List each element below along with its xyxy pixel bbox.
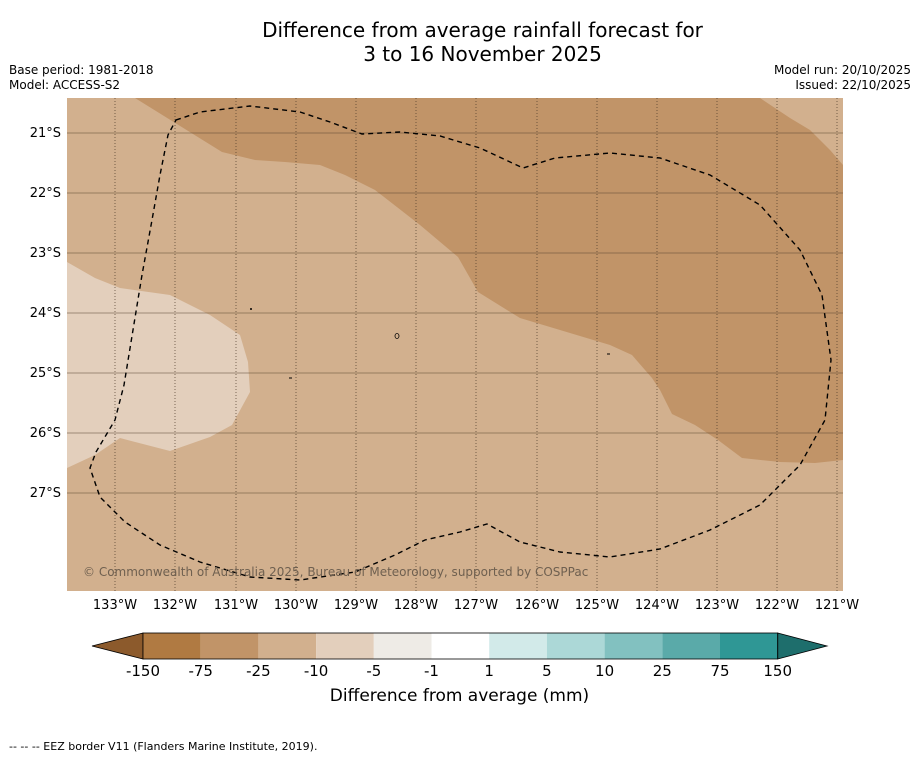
colorbar-tick-label: 150 [763, 662, 793, 680]
title-line-1: Difference from average rainfall forecas… [262, 18, 703, 42]
colorbar-title: Difference from average (mm) [329, 686, 590, 706]
lat-label: 25°S [29, 366, 61, 381]
colorbar-bin [546, 633, 605, 659]
colorbar-bin [489, 633, 547, 659]
model-name: Model: ACCESS-S2 [9, 78, 121, 92]
colorbar-tick-label: -75 [188, 662, 213, 680]
eez-footnote: -- -- -- EEZ border V11 (Flanders Marine… [9, 740, 318, 753]
colorbar-tick-label: 1 [484, 662, 494, 680]
map-area [67, 98, 843, 591]
left-metadata: Base period: 1981-2018 Model: ACCESS-S2 [9, 63, 154, 93]
colorbar-extend-max [777, 632, 829, 660]
lon-label: 130°W [273, 598, 319, 613]
colorbar-tick-label: 75 [710, 662, 730, 680]
colorbar-bin [604, 633, 663, 659]
eez-border [89, 105, 832, 581]
latitude-gridlines [67, 132, 843, 494]
title-line-2: 3 to 16 November 2025 [363, 42, 602, 66]
lat-label: 26°S [29, 426, 61, 441]
lat-label: 21°S [29, 126, 61, 141]
colorbar-bin [200, 633, 259, 659]
lat-label: 27°S [29, 486, 61, 501]
lon-label: 124°W [634, 598, 680, 613]
colorbar-tick-label: 5 [542, 662, 552, 680]
colorbar-bin [373, 633, 432, 659]
lon-label: 121°W [814, 598, 860, 613]
lon-label: 125°W [574, 598, 620, 613]
lon-label: 132°W [152, 598, 198, 613]
region-top-right-light [760, 98, 843, 165]
lon-label: 131°W [213, 598, 259, 613]
lat-label: 23°S [29, 246, 61, 261]
copyright-notice: © Commonwealth of Australia 2025, Bureau… [83, 565, 589, 579]
colorbar-bin [258, 633, 317, 659]
colorbar-tick-label: -10 [303, 662, 329, 680]
lon-label: 133°W [92, 598, 138, 613]
lon-label: 126°W [514, 598, 560, 613]
colorbar-tick-label: -25 [246, 662, 271, 680]
region-minus-5-to-10 [67, 262, 250, 468]
colorbar-bin [662, 633, 720, 659]
model-run: Model run: 20/10/2025 [773, 63, 911, 77]
issued-date: Issued: 22/10/2025 [795, 78, 911, 92]
colorbar-tick-label: -5 [366, 662, 382, 680]
region-minus-25-to-75 [135, 98, 843, 463]
colorbar-extend-min [91, 632, 144, 660]
lon-label: 128°W [393, 598, 439, 613]
lon-label: 122°W [754, 598, 800, 613]
base-period: Base period: 1981-2018 [9, 63, 154, 77]
colorbar [91, 632, 829, 660]
longitude-gridlines [114, 98, 838, 591]
lon-label: 127°W [453, 598, 499, 613]
island-marker [394, 333, 400, 339]
colorbar-bin [720, 633, 778, 659]
lat-label: 22°S [29, 186, 61, 201]
colorbar-tick-label: -150 [125, 662, 161, 680]
lon-label: 123°W [694, 598, 740, 613]
colorbar-tick-label: 10 [595, 662, 615, 680]
lon-label: 129°W [333, 598, 379, 613]
right-metadata: Model run: 20/10/2025 Issued: 22/10/2025 [774, 63, 911, 93]
island-marker [250, 308, 252, 310]
lat-label: 24°S [29, 306, 61, 321]
colorbar-tick-label: 25 [652, 662, 672, 680]
colorbar-bin [143, 633, 201, 659]
colorbar-bin [431, 633, 490, 659]
colorbar-tick-label: -1 [424, 662, 439, 680]
map-title: Difference from average rainfall forecas… [0, 18, 919, 66]
colorbar-outline [142, 632, 779, 660]
colorbar-bin [316, 633, 374, 659]
